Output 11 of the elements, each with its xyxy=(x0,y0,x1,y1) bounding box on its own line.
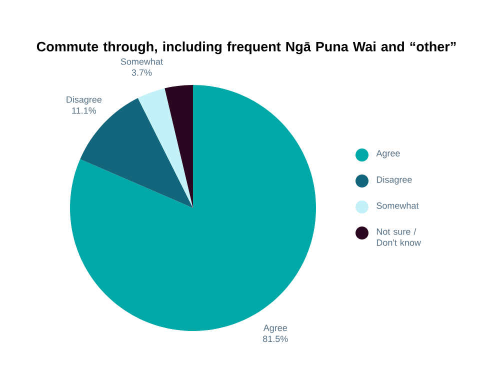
data-label: 81.5% xyxy=(263,336,288,342)
legend-label: Agree xyxy=(376,150,400,158)
legend-label: Not sure / Don't know xyxy=(376,228,421,246)
slice-label: Disagree xyxy=(66,96,102,105)
data-label: 11.1% xyxy=(72,107,96,114)
legend-label: Somewhat xyxy=(376,202,419,209)
slice-label: Agree xyxy=(263,324,288,333)
slice-label: Somewhat xyxy=(120,58,163,65)
data-label: 3.7% xyxy=(132,69,152,76)
legend-label: Disagree xyxy=(376,176,412,185)
chart-title: Commute through, including frequent Ngā Puna Wai and “other” xyxy=(36,42,456,54)
